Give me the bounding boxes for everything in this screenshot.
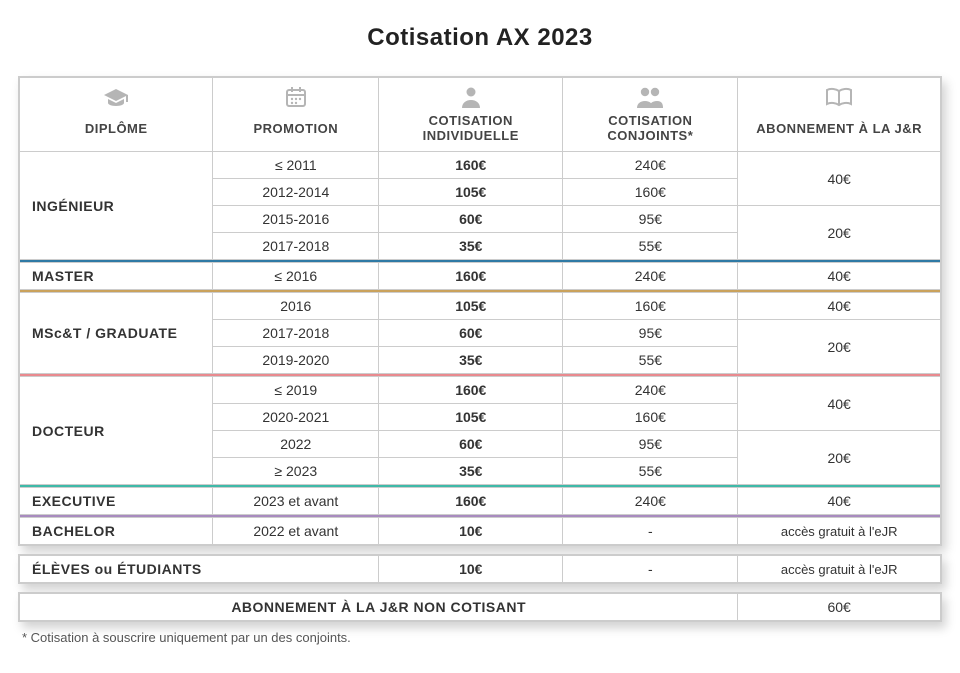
cotisation-table: DIPLÔME PROMOTION COTISATION INDIVIDUELL… bbox=[19, 77, 941, 545]
abo-cell: 40€ bbox=[738, 152, 941, 206]
indiv-cell: 35€ bbox=[379, 233, 563, 260]
diplome-cell-eleves: ÉLÈVES ou ÉTUDIANTS bbox=[20, 556, 379, 583]
table-row: ÉLÈVES ou ÉTUDIANTS 10€ - accès gratuit … bbox=[20, 556, 941, 583]
indiv-cell: 60€ bbox=[379, 431, 563, 458]
table-row: INGÉNIEUR ≤ 2011 160€ 240€ 40€ bbox=[20, 152, 941, 179]
students-table: ÉLÈVES ou ÉTUDIANTS 10€ - accès gratuit … bbox=[19, 555, 941, 583]
conj-cell: - bbox=[563, 518, 738, 545]
diplome-cell-bachelor: BACHELOR bbox=[20, 518, 213, 545]
table-row: MASTER ≤ 2016 160€ 240€ 40€ bbox=[20, 263, 941, 290]
abo-cell: 40€ bbox=[738, 377, 941, 431]
promo-cell: 2017-2018 bbox=[213, 320, 379, 347]
abo-cell: 40€ bbox=[738, 488, 941, 515]
diplome-cell-docteur: DOCTEUR bbox=[20, 377, 213, 485]
conj-cell: 55€ bbox=[563, 347, 738, 374]
promo-cell: 2020-2021 bbox=[213, 404, 379, 431]
diplome-cell-master: MASTER bbox=[20, 263, 213, 290]
promo-cell: 2023 et avant bbox=[213, 488, 379, 515]
promo-cell: ≤ 2016 bbox=[213, 263, 379, 290]
indiv-cell: 10€ bbox=[379, 556, 563, 583]
abo-cell: accès gratuit à l'eJR bbox=[738, 556, 941, 583]
conj-cell: 240€ bbox=[563, 377, 738, 404]
graduation-cap-icon bbox=[102, 87, 130, 110]
indiv-cell: 160€ bbox=[379, 488, 563, 515]
col-header-promotion: PROMOTION bbox=[213, 111, 379, 152]
table-row: EXECUTIVE 2023 et avant 160€ 240€ 40€ bbox=[20, 488, 941, 515]
indiv-cell: 35€ bbox=[379, 458, 563, 485]
book-icon bbox=[825, 87, 853, 110]
indiv-cell: 105€ bbox=[379, 404, 563, 431]
conj-cell: 240€ bbox=[563, 488, 738, 515]
table-row: BACHELOR 2022 et avant 10€ - accès gratu… bbox=[20, 518, 941, 545]
conj-cell: 55€ bbox=[563, 458, 738, 485]
indiv-cell: 105€ bbox=[379, 293, 563, 320]
indiv-cell: 35€ bbox=[379, 347, 563, 374]
abo-cell: 40€ bbox=[738, 263, 941, 290]
promo-cell: ≤ 2011 bbox=[213, 152, 379, 179]
col-header-diplome: DIPLÔME bbox=[20, 111, 213, 152]
diplome-cell-msct: MSc&T / GRADUATE bbox=[20, 293, 213, 374]
conj-cell: 240€ bbox=[563, 263, 738, 290]
person-icon bbox=[461, 86, 481, 111]
promo-cell: 2016 bbox=[213, 293, 379, 320]
indiv-cell: 105€ bbox=[379, 179, 563, 206]
noncotisant-table-container: ABONNEMENT À LA J&R NON COTISANT 60€ bbox=[18, 592, 942, 622]
table-row: ABONNEMENT À LA J&R NON COTISANT 60€ bbox=[20, 594, 941, 621]
diplome-cell-ingenieur: INGÉNIEUR bbox=[20, 152, 213, 260]
indiv-cell: 60€ bbox=[379, 320, 563, 347]
indiv-cell: 160€ bbox=[379, 377, 563, 404]
indiv-cell: 10€ bbox=[379, 518, 563, 545]
promo-cell: 2012-2014 bbox=[213, 179, 379, 206]
abo-cell: 40€ bbox=[738, 293, 941, 320]
abo-cell: 20€ bbox=[738, 206, 941, 260]
promo-cell: 2019-2020 bbox=[213, 347, 379, 374]
promo-cell: ≥ 2023 bbox=[213, 458, 379, 485]
calendar-icon bbox=[285, 86, 307, 111]
main-table-container: DIPLÔME PROMOTION COTISATION INDIVIDUELL… bbox=[18, 76, 942, 546]
abo-cell: accès gratuit à l'eJR bbox=[738, 518, 941, 545]
noncotisant-table: ABONNEMENT À LA J&R NON COTISANT 60€ bbox=[19, 593, 941, 621]
col-header-conj: COTISATION CONJOINTS* bbox=[563, 111, 738, 152]
abo-cell: 20€ bbox=[738, 320, 941, 374]
diplome-cell-executive: EXECUTIVE bbox=[20, 488, 213, 515]
table-row: MSc&T / GRADUATE 2016 105€ 160€ 40€ bbox=[20, 293, 941, 320]
promo-cell: ≤ 2019 bbox=[213, 377, 379, 404]
students-table-container: ÉLÈVES ou ÉTUDIANTS 10€ - accès gratuit … bbox=[18, 554, 942, 584]
indiv-cell: 160€ bbox=[379, 152, 563, 179]
indiv-cell: 60€ bbox=[379, 206, 563, 233]
indiv-cell: 160€ bbox=[379, 263, 563, 290]
conj-cell: 55€ bbox=[563, 233, 738, 260]
conj-cell: - bbox=[563, 556, 738, 583]
promo-cell: 2015-2016 bbox=[213, 206, 379, 233]
promo-cell: 2022 bbox=[213, 431, 379, 458]
col-header-indiv: COTISATION INDIVIDUELLE bbox=[379, 111, 563, 152]
table-row: DOCTEUR ≤ 2019 160€ 240€ 40€ bbox=[20, 377, 941, 404]
conj-cell: 95€ bbox=[563, 206, 738, 233]
noncotisant-label: ABONNEMENT À LA J&R NON COTISANT bbox=[20, 594, 738, 621]
conj-cell: 160€ bbox=[563, 179, 738, 206]
abo-cell: 20€ bbox=[738, 431, 941, 485]
promo-cell: 2022 et avant bbox=[213, 518, 379, 545]
promo-cell: 2017-2018 bbox=[213, 233, 379, 260]
page-title: Cotisation AX 2023 bbox=[18, 24, 942, 52]
abo-cell: 60€ bbox=[738, 594, 941, 621]
conj-cell: 160€ bbox=[563, 293, 738, 320]
conj-cell: 160€ bbox=[563, 404, 738, 431]
conj-cell: 95€ bbox=[563, 431, 738, 458]
people-icon bbox=[635, 86, 665, 111]
footnote: * Cotisation à souscrire uniquement par … bbox=[18, 630, 942, 645]
conj-cell: 95€ bbox=[563, 320, 738, 347]
conj-cell: 240€ bbox=[563, 152, 738, 179]
col-header-abo: ABONNEMENT À LA J&R bbox=[738, 111, 941, 152]
